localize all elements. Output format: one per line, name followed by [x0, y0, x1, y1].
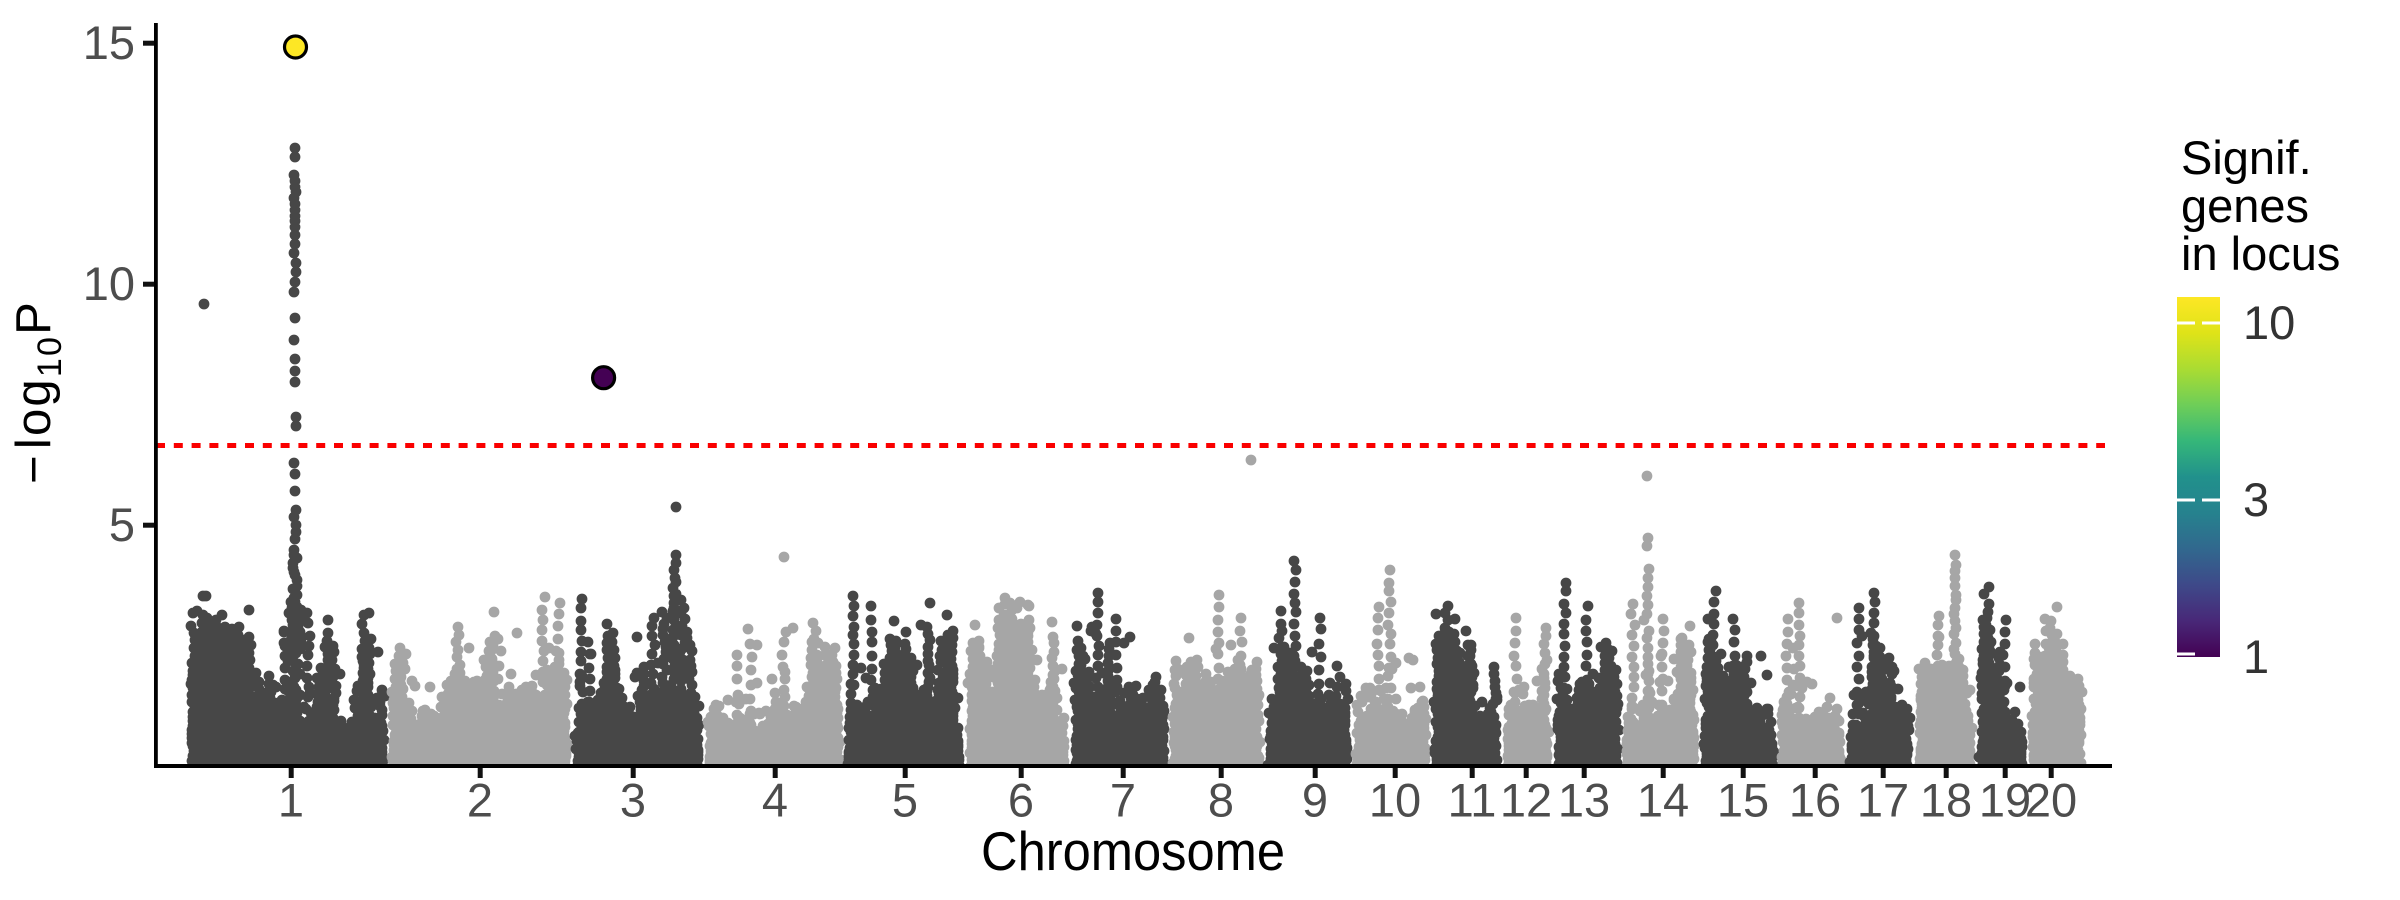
svg-text:in locus: in locus	[2181, 227, 2340, 280]
svg-text:6: 6	[1008, 774, 1034, 827]
svg-text:4: 4	[762, 774, 788, 827]
svg-text:10: 10	[83, 257, 135, 310]
svg-text:16: 16	[1789, 774, 1841, 827]
svg-text:18: 18	[1920, 774, 1972, 827]
svg-text:15: 15	[1717, 774, 1769, 827]
svg-text:7: 7	[1110, 774, 1136, 827]
svg-text:genes: genes	[2181, 179, 2309, 232]
svg-text:15: 15	[83, 16, 135, 69]
svg-text:17: 17	[1857, 774, 1909, 827]
svg-text:19: 19	[1979, 774, 2031, 827]
svg-text:−log10P: −log10P	[7, 300, 69, 484]
svg-text:8: 8	[1208, 774, 1234, 827]
svg-text:11: 11	[1448, 774, 1497, 827]
svg-text:3: 3	[2243, 473, 2269, 526]
svg-text:12: 12	[1500, 774, 1552, 827]
svg-text:10: 10	[2243, 296, 2295, 349]
svg-text:20: 20	[2025, 774, 2077, 827]
svg-text:13: 13	[1558, 774, 1610, 827]
svg-text:10: 10	[1369, 774, 1421, 827]
svg-text:Chromosome: Chromosome	[981, 820, 1285, 882]
svg-text:2: 2	[467, 774, 493, 827]
svg-text:Signif.: Signif.	[2181, 131, 2312, 184]
svg-text:1: 1	[278, 774, 304, 827]
svg-text:14: 14	[1637, 774, 1689, 827]
svg-text:9: 9	[1302, 774, 1328, 827]
svg-text:3: 3	[620, 774, 646, 827]
svg-text:5: 5	[109, 498, 135, 551]
svg-text:1: 1	[2243, 630, 2269, 683]
svg-text:5: 5	[892, 774, 918, 827]
